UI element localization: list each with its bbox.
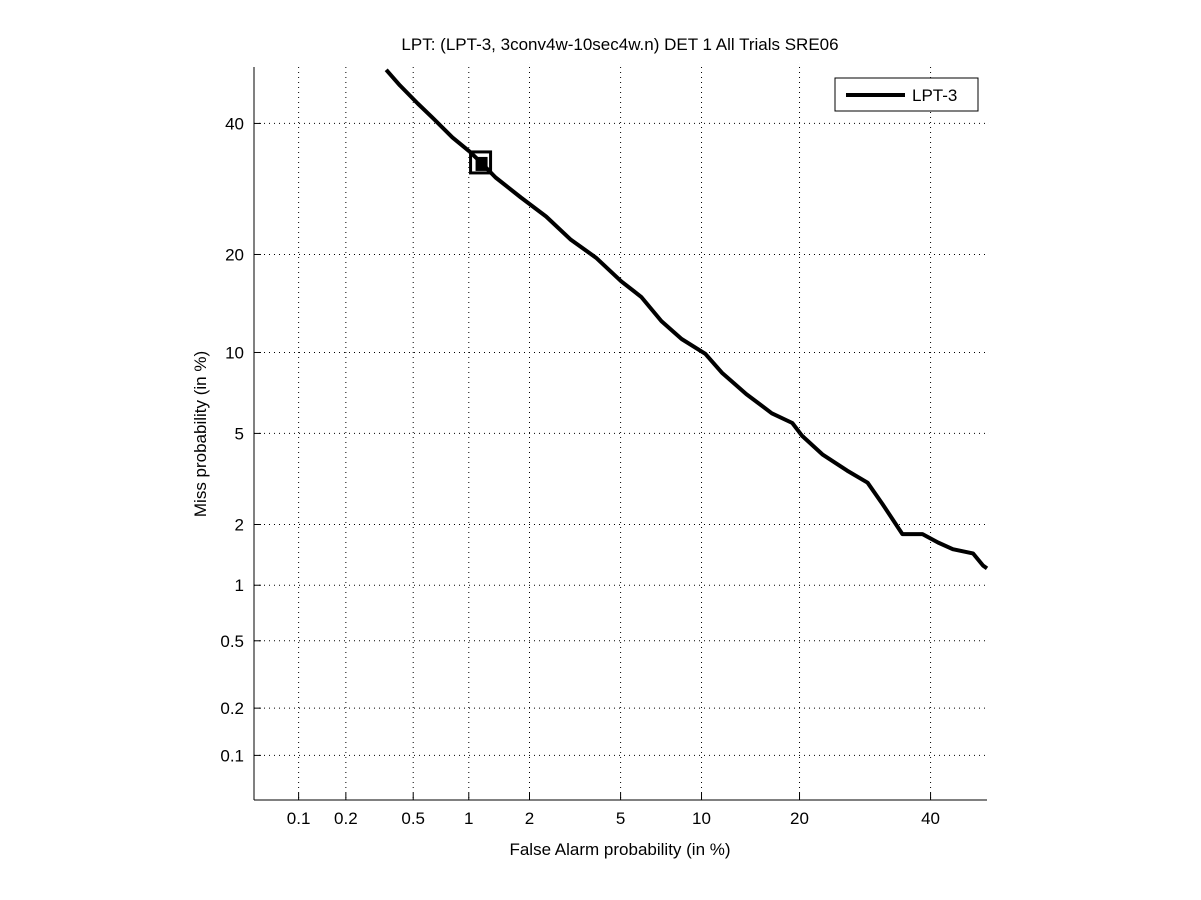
legend-label-lpt-3: LPT-3 [912, 86, 957, 105]
legend: LPT-3 [834, 77, 979, 112]
x-tick-label: 40 [921, 809, 940, 828]
operating-point-marker-fill [475, 156, 488, 171]
operating-point-marker [469, 150, 493, 175]
y-axis-label: Miss probability (in %) [191, 351, 210, 517]
x-tick-label: 2 [525, 809, 534, 828]
y-tick-label: 20 [225, 245, 244, 264]
x-tick-label: 5 [616, 809, 625, 828]
y-tick-label: 5 [235, 424, 244, 443]
y-tick-label: 10 [225, 343, 244, 362]
y-tick-label: 0.1 [220, 746, 244, 765]
x-tick-label: 20 [790, 809, 809, 828]
x-tick-label: 10 [692, 809, 711, 828]
x-axis-ticks: 0.1 0.2 0.5 1 2 5 10 20 40 [287, 793, 940, 828]
x-tick-label: 0.2 [334, 809, 358, 828]
series-line-lpt-3 [384, 68, 989, 571]
axes [253, 67, 987, 801]
x-tick-label: 1 [464, 809, 473, 828]
y-tick-label: 40 [225, 114, 244, 133]
legend-box [834, 77, 979, 112]
y-tick-label: 0.2 [220, 699, 244, 718]
y-tick-label: 2 [235, 515, 244, 534]
chart-title: LPT: (LPT-3, 3conv4w-10sec4w.n) DET 1 Al… [401, 35, 838, 54]
x-tick-label: 0.5 [401, 809, 425, 828]
x-axis-label: False Alarm probability (in %) [509, 840, 730, 859]
y-axis-ticks: 0.1 0.2 0.5 1 2 5 10 20 40 [220, 114, 261, 765]
x-tick-label: 0.1 [287, 809, 311, 828]
plot-area [384, 68, 989, 571]
y-tick-label: 0.5 [220, 632, 244, 651]
y-tick-label: 1 [235, 576, 244, 595]
grid [254, 67, 987, 800]
